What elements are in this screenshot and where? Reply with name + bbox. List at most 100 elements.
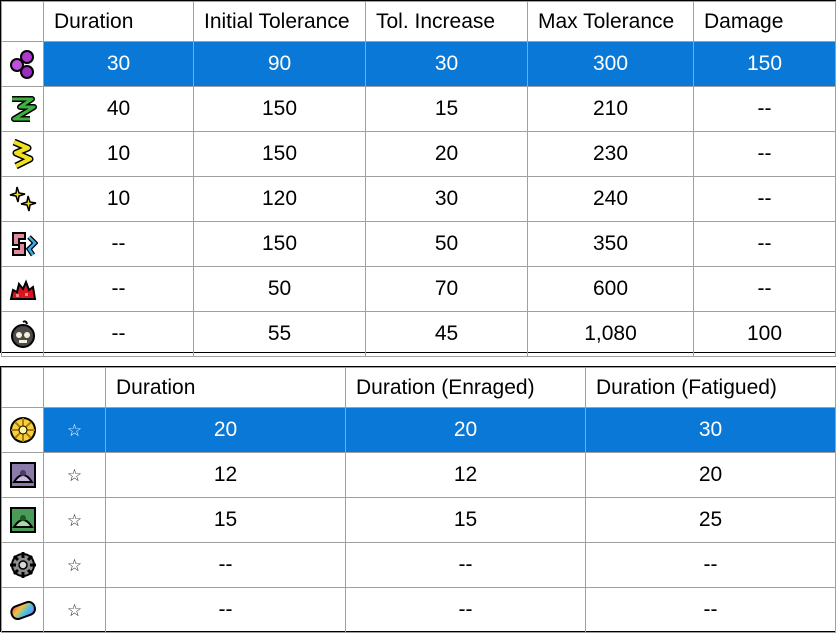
status-table-panel: Duration Initial Tolerance Tol. Increase…	[0, 0, 836, 357]
cell-duration: --	[43, 221, 194, 267]
cell-duration: --	[105, 542, 346, 588]
cell-initial-tolerance: 90	[193, 41, 366, 87]
table-row[interactable]: 30 90 30 300 150	[1, 41, 836, 87]
cell-duration: 30	[43, 41, 194, 87]
cell-damage: --	[693, 86, 836, 132]
cell-damage: --	[693, 131, 836, 177]
cell-damage: 150	[693, 41, 836, 87]
star-icon[interactable]: ☆	[66, 511, 83, 530]
cell-max-tolerance: 210	[527, 86, 694, 132]
cell-max-tolerance: 600	[527, 266, 694, 312]
cell-duration-enraged: 12	[345, 452, 586, 498]
favorite-star[interactable]: ☆	[43, 452, 106, 498]
cell-damage: 100	[693, 311, 836, 357]
favorite-star[interactable]: ☆	[43, 407, 106, 453]
yellow-sparkle-icon	[9, 186, 36, 212]
cell-duration-enraged: --	[345, 542, 586, 588]
table-row[interactable]: -- 55 45 1,080 100	[1, 311, 836, 357]
row-icon-cell	[1, 542, 44, 588]
purple-orbs-icon	[9, 50, 34, 79]
column-header-duration-enraged[interactable]: Duration (Enraged)	[345, 367, 586, 408]
table-row[interactable]: 10 120 30 240 --	[1, 176, 836, 222]
cell-initial-tolerance: 150	[193, 221, 366, 267]
column-header-duration[interactable]: Duration	[43, 1, 194, 42]
icon-column-header[interactable]	[1, 1, 44, 42]
cell-duration-fatigued: 20	[585, 452, 836, 498]
skull-bomb-icon	[10, 320, 35, 348]
cell-duration-enraged: --	[345, 587, 586, 633]
blight-table: Duration Duration (Enraged) Duration (Fa…	[1, 367, 836, 633]
rainbow-capsule-icon	[9, 600, 36, 620]
column-header-damage[interactable]: Damage	[693, 1, 836, 42]
cell-duration: 10	[43, 176, 194, 222]
cell-max-tolerance: 350	[527, 221, 694, 267]
column-header-duration[interactable]: Duration	[105, 367, 346, 408]
table-row[interactable]: -- 150 50 350 --	[1, 221, 836, 267]
star-icon[interactable]: ☆	[66, 556, 83, 575]
table-row[interactable]: ☆ -- -- --	[1, 587, 836, 633]
purple-trap-icon	[9, 462, 36, 488]
column-header-initial-tolerance[interactable]: Initial Tolerance	[193, 1, 366, 42]
cell-duration: 12	[105, 452, 346, 498]
cell-tol-increase: 50	[365, 221, 528, 267]
row-icon-cell	[1, 311, 44, 357]
cell-tol-increase: 30	[365, 176, 528, 222]
favorite-star[interactable]: ☆	[43, 587, 106, 633]
column-header-max-tolerance[interactable]: Max Tolerance	[527, 1, 694, 42]
favorite-star[interactable]: ☆	[43, 497, 106, 543]
row-icon-cell	[1, 86, 44, 132]
cell-duration: 10	[43, 131, 194, 177]
row-icon-cell	[1, 176, 44, 222]
star-icon[interactable]: ☆	[66, 421, 83, 440]
star-icon[interactable]: ☆	[66, 466, 83, 485]
star-icon[interactable]: ☆	[66, 601, 83, 620]
table-row[interactable]: ☆ 15 15 25	[1, 497, 836, 543]
row-icon-cell	[1, 497, 44, 543]
row-icon-cell	[1, 221, 44, 267]
cell-tol-increase: 20	[365, 131, 528, 177]
green-trap-icon	[9, 507, 36, 533]
cell-duration: --	[43, 266, 194, 312]
table-row[interactable]: 10 150 20 230 --	[1, 131, 836, 177]
cell-initial-tolerance: 120	[193, 176, 366, 222]
gray-gear-icon	[9, 552, 36, 578]
row-icon-cell	[1, 407, 44, 453]
cell-duration: 20	[105, 407, 346, 453]
cell-initial-tolerance: 150	[193, 86, 366, 132]
cell-tol-increase: 30	[365, 41, 528, 87]
green-zigzag-icon	[10, 96, 37, 122]
favorite-star[interactable]: ☆	[43, 542, 106, 588]
cell-max-tolerance: 300	[527, 41, 694, 87]
cell-damage: --	[693, 221, 836, 267]
status-table: Duration Initial Tolerance Tol. Increase…	[1, 1, 836, 357]
yellow-chevrons-icon	[12, 139, 33, 169]
star-column-header[interactable]	[43, 367, 106, 408]
table-row[interactable]: 40 150 15 210 --	[1, 86, 836, 132]
header-row: Duration Initial Tolerance Tol. Increase…	[1, 1, 836, 42]
table-row[interactable]: ☆ -- -- --	[1, 542, 836, 588]
cell-max-tolerance: 1,080	[527, 311, 694, 357]
cell-initial-tolerance: 150	[193, 131, 366, 177]
cell-duration: 40	[43, 86, 194, 132]
cell-duration: 15	[105, 497, 346, 543]
cell-duration-enraged: 15	[345, 497, 586, 543]
row-icon-cell	[1, 131, 44, 177]
cell-tol-increase: 15	[365, 86, 528, 132]
blight-table-panel: Duration Duration (Enraged) Duration (Fa…	[0, 366, 836, 633]
table-row[interactable]: ☆ 12 12 20	[1, 452, 836, 498]
column-header-duration-fatigued[interactable]: Duration (Fatigued)	[585, 367, 836, 408]
row-icon-cell	[1, 452, 44, 498]
icon-column-header[interactable]	[1, 367, 44, 408]
row-icon-cell	[1, 266, 44, 312]
red-blob-icon	[9, 279, 36, 300]
table-row[interactable]: ☆ 20 20 30	[1, 407, 836, 453]
table-row[interactable]: -- 50 70 600 --	[1, 266, 836, 312]
cell-max-tolerance: 230	[527, 131, 694, 177]
yellow-burst-icon	[9, 417, 36, 443]
column-header-tol-increase[interactable]: Tol. Increase	[365, 1, 528, 42]
row-icon-cell	[1, 587, 44, 633]
cell-damage: --	[693, 176, 836, 222]
cell-tol-increase: 70	[365, 266, 528, 312]
cell-duration-enraged: 20	[345, 407, 586, 453]
cell-initial-tolerance: 55	[193, 311, 366, 357]
